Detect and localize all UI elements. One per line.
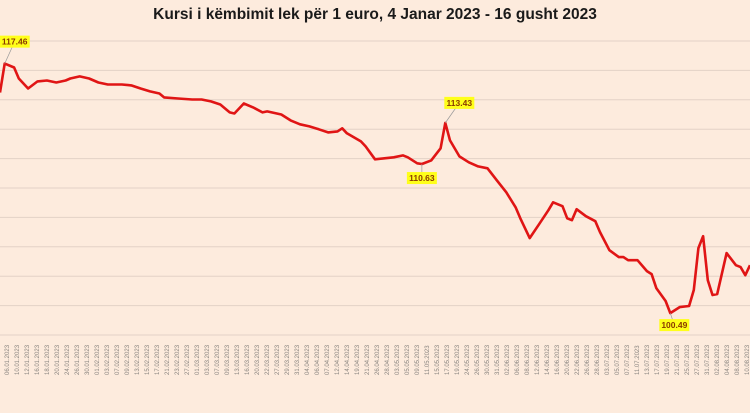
x-tick-label: 06.04.2023 — [315, 344, 321, 375]
x-tick-label: 27.02.2023 — [185, 344, 191, 375]
x-tick-label: 13.03.2023 — [235, 344, 241, 375]
annotation-label: 100.49 — [661, 320, 687, 330]
x-tick-label: 02.08.2023 — [715, 344, 721, 375]
x-tick-label: 09.03.2023 — [225, 344, 231, 375]
x-tick-label: 14.06.2023 — [545, 344, 551, 375]
x-tick-label: 20.03.2023 — [255, 344, 261, 375]
x-tick-label: 19.04.2023 — [355, 344, 361, 375]
x-tick-label: 21.07.2023 — [675, 344, 681, 375]
x-tick-label: 12.04.2023 — [335, 344, 341, 375]
x-tick-label: 11.07.2023 — [635, 345, 641, 375]
x-tick-label: 29.03.2023 — [285, 344, 291, 375]
x-tick-label: 31.03.2023 — [295, 344, 301, 375]
annotation-label: 117.46 — [2, 37, 28, 47]
x-tick-label: 08.08.2023 — [735, 344, 741, 375]
x-tick-label: 27.03.2023 — [275, 344, 281, 375]
gridlines — [0, 40, 750, 336]
x-tick-label: 07.03.2023 — [215, 344, 221, 375]
x-tick-label: 04.08.2023 — [725, 344, 731, 375]
x-tick-label: 17.02.2023 — [155, 344, 161, 375]
x-tick-label: 01.03.2023 — [195, 344, 201, 375]
series-line-group — [0, 62, 750, 315]
x-tick-label: 05.05.2023 — [405, 344, 411, 375]
x-tick-label: 05.07.2023 — [615, 344, 621, 375]
x-tick-label: 20.01.2023 — [55, 344, 61, 375]
x-tick-label: 08.06.2023 — [525, 344, 531, 375]
x-tick-label: 03.02.2023 — [105, 344, 111, 375]
x-tick-label: 11.05.2023 — [425, 345, 431, 375]
x-tick-label: 03.07.2023 — [605, 344, 611, 375]
x-tick-label: 23.02.2023 — [175, 344, 181, 375]
x-tick-label: 02.06.2023 — [505, 344, 511, 375]
x-tick-label: 16.01.2023 — [35, 344, 41, 375]
x-tick-label: 13.07.2023 — [645, 344, 651, 375]
x-axis-tick-labels: 06.01.2023 10.01.2023 12.01.2023 16.01.2023… — [5, 344, 750, 375]
x-tick-label: 31.05.2023 — [495, 344, 501, 375]
x-tick-label: 20.06.2023 — [565, 344, 571, 375]
chart-title: Kursi i këmbimit lek për 1 euro, 4 Janar… — [153, 6, 597, 23]
x-tick-label: 28.04.2023 — [385, 344, 391, 375]
x-tick-label: 15.02.2023 — [145, 344, 151, 375]
annotations: 117.46 113.43 110.63 100.49 — [0, 35, 690, 332]
x-tick-label: 22.06.2023 — [575, 344, 581, 375]
x-tick-label: 12.01.2023 — [25, 344, 31, 375]
x-tick-label: 24.05.2023 — [465, 344, 471, 375]
x-tick-label: 04.04.2023 — [305, 344, 311, 375]
x-tick-label: 14.04.2023 — [345, 344, 351, 375]
x-tick-label: 24.01.2023 — [65, 344, 71, 375]
x-tick-label: 06.01.2023 — [5, 344, 11, 375]
x-tick-label: 26.01.2023 — [75, 344, 81, 375]
x-tick-label: 27.07.2023 — [695, 344, 701, 375]
x-tick-label: 07.07.2023 — [625, 344, 631, 375]
x-tick-label: 13.02.2023 — [135, 344, 141, 375]
annotation-box — [659, 319, 690, 332]
annotation-box — [444, 96, 475, 109]
x-tick-label: 19.07.2023 — [665, 344, 671, 375]
x-tick-label: 31.07.2023 — [705, 344, 711, 375]
x-tick-label: 10.01.2023 — [15, 344, 21, 375]
x-tick-label: 30.05.2023 — [485, 344, 491, 375]
series-line — [0, 62, 750, 315]
x-tick-label: 18.01.2023 — [45, 344, 51, 375]
x-tick-label: 09.02.2023 — [125, 344, 131, 375]
x-tick-label: 10.08.2023 — [745, 344, 750, 375]
x-tick-label: 22.03.2023 — [265, 344, 271, 375]
x-tick-label: 01.02.2023 — [95, 344, 101, 375]
x-tick-label: 17.07.2023 — [655, 344, 661, 375]
x-tick-label: 16.03.2023 — [245, 344, 251, 375]
x-tick-label: 07.02.2023 — [115, 344, 121, 375]
x-tick-label: 15.05.2023 — [435, 344, 441, 375]
annotation-box — [0, 35, 30, 48]
x-tick-label: 12.06.2023 — [535, 344, 541, 375]
x-tick-label: 07.04.2023 — [325, 344, 331, 375]
x-tick-label: 21.02.2023 — [165, 344, 171, 375]
x-tick-label: 09.05.2023 — [415, 344, 421, 375]
x-tick-label: 21.04.2023 — [365, 344, 371, 375]
x-tick-label: 19.05.2023 — [455, 344, 461, 375]
x-tick-label: 16.06.2023 — [555, 344, 561, 375]
annotation-label: 113.43 — [447, 98, 473, 108]
annotation-label: 110.63 — [409, 173, 435, 183]
x-tick-label: 03.05.2023 — [395, 344, 401, 375]
x-tick-label: 26.06.2023 — [585, 344, 591, 375]
x-tick-label: 17.05.2023 — [445, 344, 451, 375]
x-tick-label: 30.01.2023 — [85, 344, 91, 375]
x-tick-label: 06.06.2023 — [515, 344, 521, 375]
x-tick-label: 28.06.2023 — [595, 344, 601, 375]
x-tick-label: 03.03.2023 — [205, 344, 211, 375]
x-tick-label: 26.05.2023 — [475, 344, 481, 375]
x-tick-label: 26.04.2023 — [375, 344, 381, 375]
x-tick-label: 25.07.2023 — [685, 344, 691, 375]
annotation-box — [406, 172, 437, 185]
